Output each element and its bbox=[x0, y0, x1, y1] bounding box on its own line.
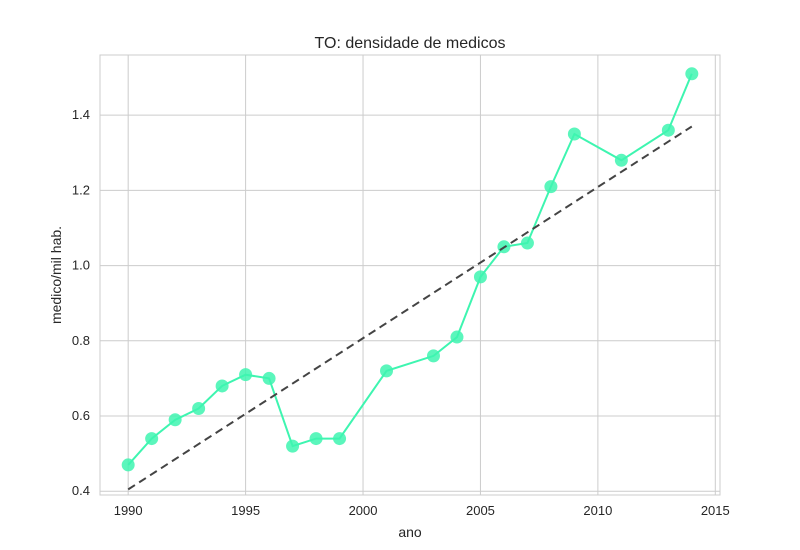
data-point bbox=[121, 458, 135, 472]
plot-area bbox=[99, 54, 721, 496]
data-point bbox=[520, 236, 534, 250]
data-point bbox=[685, 67, 699, 81]
data-point bbox=[215, 379, 229, 393]
data-point bbox=[239, 368, 253, 382]
x-tick-labels: 1990 1995 2000 2005 2010 2015 bbox=[114, 503, 730, 518]
y-tick-label: 0.8 bbox=[72, 333, 90, 348]
data-point bbox=[333, 432, 347, 446]
x-tick-label: 1990 bbox=[114, 503, 143, 518]
y-tick-label: 0.6 bbox=[72, 408, 90, 423]
x-axis-label: ano bbox=[398, 524, 422, 540]
y-axis-label: medico/mil hab. bbox=[48, 226, 64, 324]
y-tick-label: 1.0 bbox=[72, 258, 90, 273]
y-tick-label: 1.2 bbox=[72, 182, 90, 197]
x-tick-label: 2000 bbox=[349, 503, 378, 518]
x-tick-label: 2010 bbox=[583, 503, 612, 518]
data-point bbox=[473, 270, 487, 284]
data-point bbox=[145, 432, 159, 446]
data-point bbox=[262, 371, 276, 385]
data-point bbox=[614, 153, 628, 167]
trend-line bbox=[127, 125, 693, 491]
data-point bbox=[286, 439, 300, 453]
series-layer bbox=[121, 67, 699, 491]
x-tick-label: 2015 bbox=[701, 503, 730, 518]
data-point bbox=[544, 180, 558, 194]
data-point bbox=[426, 349, 440, 363]
data-point bbox=[567, 127, 581, 141]
y-tick-label: 0.4 bbox=[72, 483, 90, 498]
data-point bbox=[309, 432, 323, 446]
data-point bbox=[380, 364, 394, 378]
data-point bbox=[168, 413, 182, 427]
grid bbox=[100, 55, 720, 495]
data-point bbox=[661, 123, 675, 137]
data-point bbox=[450, 330, 464, 344]
y-tick-label: 1.4 bbox=[72, 107, 90, 122]
x-tick-label: 1995 bbox=[231, 503, 260, 518]
y-tick-labels: 0.4 0.6 0.8 1.0 1.2 1.4 bbox=[72, 107, 90, 498]
data-point bbox=[192, 402, 206, 416]
chart-title: TO: densidade de medicos bbox=[315, 35, 506, 52]
x-tick-label: 2005 bbox=[466, 503, 495, 518]
